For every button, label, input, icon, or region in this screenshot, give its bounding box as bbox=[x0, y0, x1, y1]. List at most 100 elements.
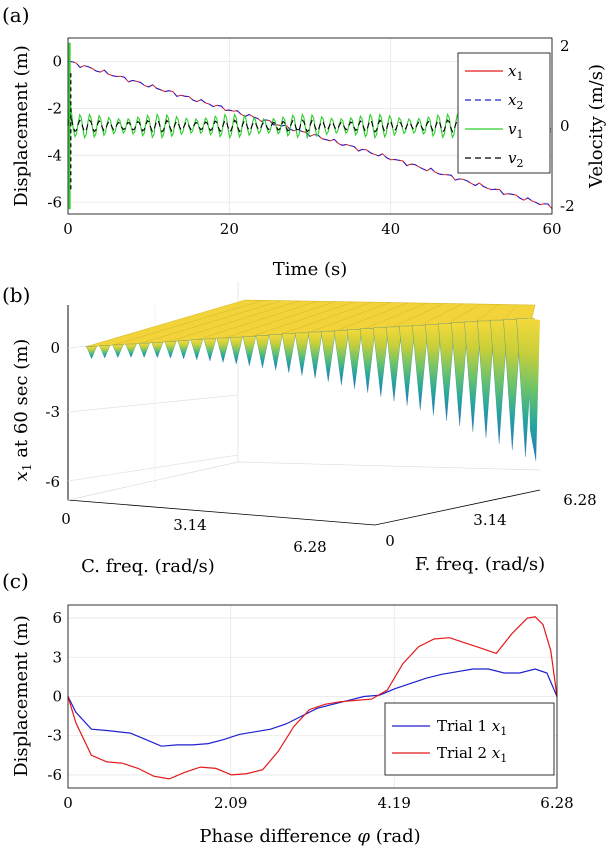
b-xtick-label: 3.14 bbox=[173, 516, 206, 534]
a-ytick-label: -6 bbox=[47, 193, 62, 211]
panel-a-label: (a) bbox=[2, 3, 30, 27]
c-xtick-label: 0 bbox=[63, 794, 73, 812]
b-surface-mesh bbox=[112, 300, 264, 346]
panel-a-axes-box bbox=[67, 37, 553, 215]
c-legend-label: Trial 1 x1 bbox=[437, 717, 507, 738]
c-series-line bbox=[67, 668, 558, 747]
b-surface-spike bbox=[229, 337, 243, 365]
a-xtick-label: 40 bbox=[381, 220, 400, 238]
b-surface-mesh bbox=[336, 302, 409, 331]
b-surface-spike bbox=[320, 331, 336, 382]
b-surface-spike bbox=[503, 319, 522, 451]
b-surface-spike bbox=[294, 332, 310, 376]
a-ytick-right-label: 2 bbox=[560, 37, 570, 55]
b-surface-mesh bbox=[196, 301, 318, 340]
a-ytick-right-label: 0 bbox=[560, 117, 570, 135]
b-surface-spike bbox=[333, 330, 349, 386]
panel-a-ylabel-right: Velocity (m/s) bbox=[586, 64, 607, 189]
b-surface-spike bbox=[386, 326, 402, 402]
b-surface-mesh bbox=[308, 302, 391, 333]
b-ztick-label: -3 bbox=[45, 403, 60, 421]
a-ytick-label: 0 bbox=[52, 52, 62, 70]
a-xtick-label: 0 bbox=[63, 220, 73, 238]
b-surface-mesh bbox=[140, 300, 282, 344]
b-surface-spike bbox=[372, 327, 389, 397]
panel-b-surface bbox=[84, 299, 540, 462]
panel-a-ticks: 0 20 40 600-2-4-620-2 bbox=[47, 37, 574, 238]
b-surface-spike bbox=[86, 346, 97, 359]
b-surface-spike bbox=[490, 319, 508, 444]
panel-c-xlabel: Phase difference φ (rad) bbox=[199, 826, 420, 847]
c-series-line bbox=[67, 616, 558, 780]
panel-a-legend-box bbox=[457, 52, 551, 174]
b-surface-mesh bbox=[475, 304, 499, 322]
panel-c-label: (c) bbox=[2, 569, 29, 593]
b-surface-spike bbox=[125, 343, 137, 358]
b-ytick-label: 6.28 bbox=[563, 491, 596, 509]
panel-c-legend-box bbox=[384, 702, 555, 776]
panel-c-legend: Trial 1 x1 Trial 2 x1 bbox=[384, 702, 555, 776]
b-surface-spike bbox=[477, 320, 495, 438]
panel-c-ticks: 0 2.09 4.19 6.28 6 3 0 -3 -6 bbox=[47, 609, 573, 812]
c-ytick-label: -3 bbox=[47, 727, 62, 745]
a-legend-label-x1: x1 bbox=[508, 62, 523, 83]
panel-a: (a) 0 20 40 600-2-4-620-2 Time (s) Displace… bbox=[2, 3, 607, 280]
panel-c-series bbox=[67, 616, 558, 780]
b-surface-mesh bbox=[503, 304, 518, 320]
b-ztick-label: -6 bbox=[45, 473, 60, 491]
c-xtick-label: 6.28 bbox=[540, 794, 573, 812]
b-surface-mesh bbox=[280, 301, 372, 335]
a-xtick-label: 60 bbox=[542, 220, 561, 238]
panel-c-axes-box bbox=[67, 604, 558, 789]
a-legend-label-v2: v2 bbox=[508, 149, 523, 170]
b-surface-spike bbox=[242, 336, 256, 366]
a-series-v2 bbox=[67, 112, 552, 133]
a-ytick-label: -2 bbox=[47, 99, 62, 117]
panel-b-ylabel: F. freq. (rad/s) bbox=[415, 554, 545, 575]
b-surface-spike bbox=[268, 334, 283, 371]
b-surface-spike bbox=[346, 329, 363, 389]
panel-b-zlabel: x1 at 60 sec (m) bbox=[11, 339, 34, 482]
b-surface-mesh bbox=[448, 303, 481, 324]
a-ytick-label: -4 bbox=[47, 146, 62, 164]
b-surface-mesh bbox=[252, 301, 354, 337]
panel-b-ticks: 0 -3 -6 0 3.14 6.28 0 3.14 6.28 bbox=[45, 339, 596, 556]
b-surface-edge bbox=[528, 318, 540, 462]
b-surface-spike bbox=[164, 341, 177, 359]
a-ytick-right-label: -2 bbox=[560, 197, 575, 215]
b-surface-spike bbox=[138, 343, 150, 358]
c-ytick-label: -6 bbox=[47, 766, 62, 784]
panel-a-xlabel: Time (s) bbox=[273, 259, 348, 280]
a-legend-label-x2: x2 bbox=[508, 91, 523, 112]
panel-a-legend: x1 x2 v1 v2 bbox=[457, 52, 551, 174]
b-surface-spike bbox=[216, 337, 230, 363]
b-surface-spike bbox=[359, 328, 376, 393]
panel-b-xlabel: C. freq. (rad/s) bbox=[81, 556, 215, 577]
panel-c-ylabel: Displacement (m) bbox=[11, 615, 32, 777]
panel-a-ylabel: Displacement (m) bbox=[11, 45, 32, 207]
b-surface-spike bbox=[451, 322, 469, 427]
panel-b: (b) 0 -3 -6 0 3.14 6.28 0 3.14 6.28 C. freq. (ra… bbox=[2, 282, 597, 577]
b-xtick-label: 6.28 bbox=[293, 538, 326, 556]
b-ytick-label: 3.14 bbox=[473, 511, 506, 529]
b-surface-spike bbox=[464, 321, 482, 432]
a-legend-label-v1: v1 bbox=[508, 120, 523, 141]
c-ytick-label: 6 bbox=[52, 609, 62, 627]
b-surface-mesh bbox=[224, 301, 336, 339]
b-surface-spike bbox=[255, 335, 270, 369]
c-ytick-label: 0 bbox=[52, 688, 62, 706]
b-surface-spike bbox=[438, 323, 455, 421]
b-surface-spike bbox=[307, 331, 323, 379]
c-ytick-label: 3 bbox=[52, 648, 62, 666]
a-series-x2 bbox=[67, 61, 553, 210]
b-surface-spike bbox=[399, 325, 416, 406]
c-xtick-label: 4.19 bbox=[378, 794, 411, 812]
b-ztick-label: 0 bbox=[50, 339, 60, 357]
b-surface-mesh bbox=[420, 303, 463, 326]
b-xtick-label: 0 bbox=[61, 510, 71, 528]
panel-c: (c) 0 2.09 4.19 6.28 6 3 0 -3 -6 Phase differenc… bbox=[2, 569, 574, 847]
panel-b-label: (b) bbox=[2, 283, 30, 307]
b-surface-spike bbox=[412, 325, 429, 411]
b-surface-mesh bbox=[364, 302, 427, 330]
